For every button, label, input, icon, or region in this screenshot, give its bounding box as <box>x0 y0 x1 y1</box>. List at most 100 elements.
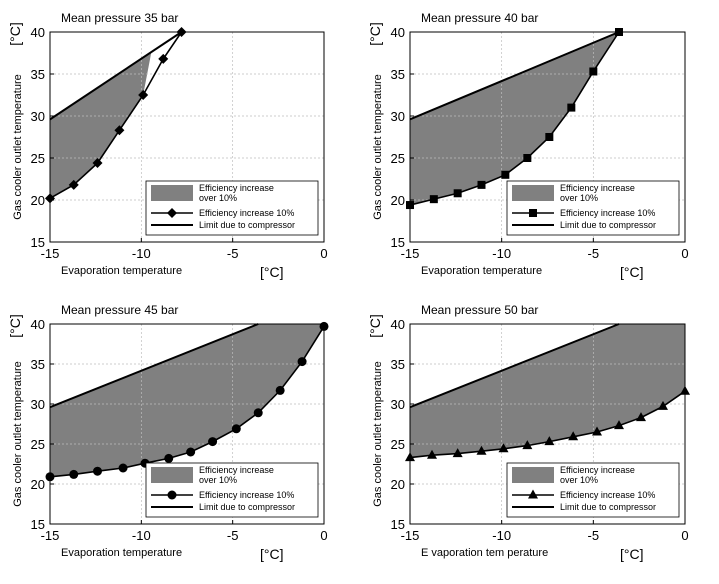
y-axis-label: Gas cooler outlet temperature <box>372 74 384 220</box>
efficiency-area <box>50 324 324 477</box>
x-axis-unit: [°C] <box>260 264 284 280</box>
data-point <box>680 385 690 395</box>
x-axis-unit: [°C] <box>620 546 644 562</box>
data-point <box>523 154 532 162</box>
x-axis-label: Evaporation temperature <box>61 547 182 559</box>
legend-label-area-line1: Efficiency increase <box>199 183 274 193</box>
y-tick-label: 30 <box>31 397 45 412</box>
data-point <box>253 408 263 418</box>
data-point <box>275 385 285 395</box>
legend-label-limit: Limit due to compressor <box>560 502 656 512</box>
y-tick-label: 40 <box>31 25 45 40</box>
y-axis-label: Gas cooler outlet temperature <box>372 361 384 507</box>
chart-title: Mean pressure 45 bar <box>61 303 178 317</box>
data-point <box>427 449 437 459</box>
data-point <box>92 158 103 169</box>
legend-area-swatch <box>512 185 554 201</box>
y-tick-label: 35 <box>31 357 45 372</box>
legend-label-area-line2: over 10% <box>560 475 598 485</box>
x-axis-label: Evaporation temperature <box>61 265 182 277</box>
data-point <box>297 357 307 367</box>
data-point <box>45 193 55 204</box>
data-point <box>114 125 125 136</box>
chart-panel-3: -15 -10 -5 0 15 20 25 30 35 40 Mean pressure 45 ba… <box>7 303 329 562</box>
y-tick-label: 35 <box>391 67 405 82</box>
x-tick-label: -15 <box>401 528 420 543</box>
data-point <box>567 103 576 112</box>
x-axis-label: Evaporation temperature <box>421 265 542 277</box>
x-axis-label: E vaporation tem perature <box>421 547 548 559</box>
y-tick-label: 35 <box>391 357 405 372</box>
y-axis-unit: [°C] <box>367 314 383 338</box>
legend-area-swatch <box>151 467 193 483</box>
x-tick-label: -10 <box>132 528 151 543</box>
plot-frame <box>409 31 686 243</box>
legend-label-area-line1: Efficiency increase <box>560 465 635 475</box>
x-tick-label: -15 <box>401 246 420 261</box>
data-point <box>589 67 598 76</box>
data-point <box>592 426 602 436</box>
legend-label-series: Efficiency increase 10% <box>199 490 294 500</box>
data-point <box>208 437 218 447</box>
legend-label-area-line2: over 10% <box>560 193 598 203</box>
x-tick-label: 0 <box>681 528 688 543</box>
legend-label-area-line2: over 10% <box>199 193 237 203</box>
plot-frame <box>49 31 325 243</box>
x-tick-label: -5 <box>588 246 600 261</box>
data-point <box>406 201 414 210</box>
y-tick-label: 30 <box>391 397 405 412</box>
y-axis-label: Gas cooler outlet temperature <box>12 74 24 220</box>
data-point <box>452 448 463 458</box>
data-point <box>176 27 187 37</box>
legend-label-series: Efficiency increase 10% <box>199 208 294 218</box>
y-tick-label: 20 <box>391 477 405 492</box>
data-point <box>45 472 55 482</box>
data-point <box>476 445 487 455</box>
y-tick-label: 40 <box>391 25 405 40</box>
efficiency-area <box>410 324 685 458</box>
data-point <box>501 170 510 179</box>
y-tick-label: 20 <box>31 193 45 208</box>
x-tick-label: -10 <box>492 528 511 543</box>
chart-panel-4: -15 -10 -5 0 15 20 25 30 35 40 Mean pressure 50 ba… <box>367 303 690 562</box>
chart-title: Mean pressure 35 bar <box>61 11 178 25</box>
y-tick-label: 35 <box>31 67 45 82</box>
legend-label-limit: Limit due to compressor <box>560 220 656 230</box>
plot-frame <box>409 323 686 525</box>
legend-area-swatch <box>151 185 193 201</box>
data-point <box>544 436 555 446</box>
y-tick-label: 40 <box>31 317 45 332</box>
y-tick-label: 40 <box>391 317 405 332</box>
data-point <box>118 463 128 473</box>
legend-series-marker <box>167 208 177 218</box>
data-point <box>138 90 149 100</box>
x-tick-label: -10 <box>132 246 151 261</box>
limit-line <box>49 323 259 409</box>
legend-area-swatch <box>512 467 554 483</box>
data-point <box>545 133 554 141</box>
x-tick-label: -15 <box>41 246 60 261</box>
data-point <box>186 447 196 457</box>
y-axis-unit: [°C] <box>7 314 23 338</box>
x-tick-label: 0 <box>320 528 327 543</box>
data-point <box>658 400 668 410</box>
plot-frame <box>49 323 325 525</box>
data-point <box>498 443 509 453</box>
x-axis-unit: [°C] <box>260 546 284 562</box>
legend-series-marker <box>167 490 177 500</box>
x-tick-label: 0 <box>681 246 688 261</box>
legend-label-area-line2: over 10% <box>199 475 237 485</box>
x-tick-label: -10 <box>492 246 511 261</box>
y-tick-label: 20 <box>391 193 405 208</box>
limit-line <box>409 323 620 409</box>
legend-label-area-line1: Efficiency increase <box>560 183 635 193</box>
limit-line <box>409 31 620 121</box>
efficiency-area <box>50 52 152 199</box>
chart-title: Mean pressure 50 bar <box>421 303 538 317</box>
y-tick-label: 25 <box>31 437 45 452</box>
y-tick-label: 15 <box>391 235 405 250</box>
legend-series-marker <box>529 209 537 217</box>
